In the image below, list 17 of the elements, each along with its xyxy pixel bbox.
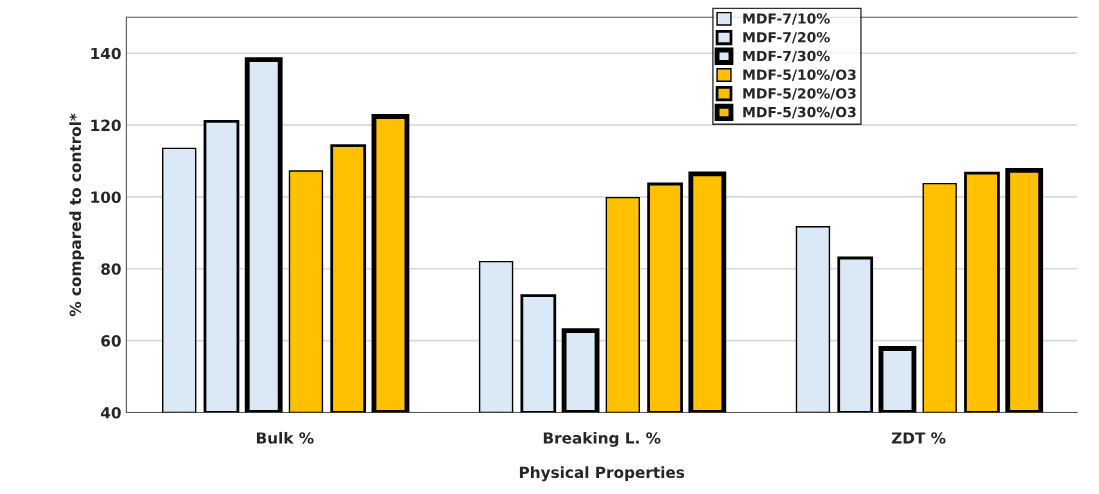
y-tick-label: 120 (91, 119, 121, 132)
x-axis-title: Physical Properties (519, 466, 685, 482)
x-tick-label: ZDT % (891, 432, 946, 444)
y-tick-label: 40 (100, 406, 121, 419)
y-tick-label: 60 (101, 335, 121, 347)
y-tick-label: 80 (101, 263, 121, 275)
legend-label: MDF-7/20% (743, 31, 830, 44)
legend-label: MDF-5/10%/O3 (743, 69, 856, 82)
legend-label: MDF-5/30%/O3 (743, 106, 856, 119)
legend-label: MDF-7/10% (743, 13, 830, 25)
y-axis-title: % compared to control* (69, 113, 85, 317)
legend-label: MDF-7/30% (743, 50, 830, 63)
legend-label: MDF-5/20%/O3 (743, 88, 856, 100)
x-tick-label: Breaking L. % (543, 431, 661, 447)
y-tick-label: 100 (91, 191, 121, 203)
x-tick-label: Bulk % (256, 431, 314, 444)
y-tick-label: 140 (91, 47, 121, 60)
